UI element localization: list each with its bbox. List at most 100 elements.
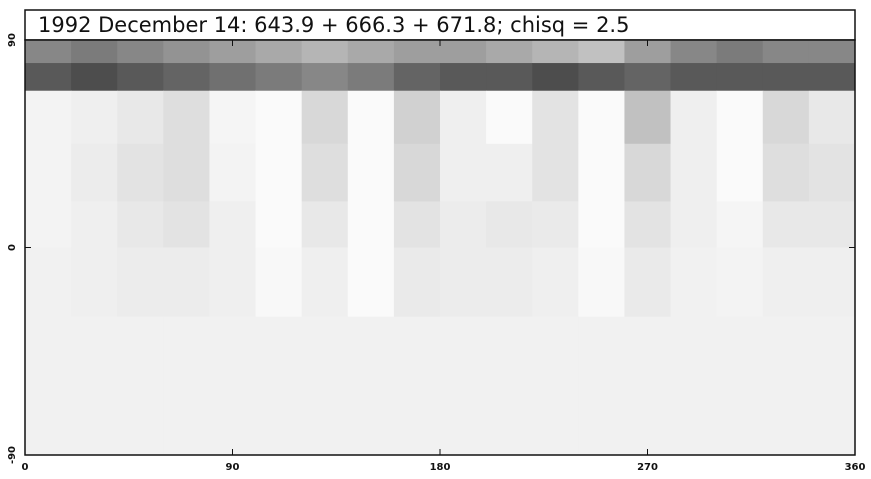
heatmap: [25, 40, 856, 456]
x-tick-label: 360: [845, 462, 866, 473]
heatmap-cell: [808, 316, 856, 456]
heatmap-cell: [301, 90, 349, 145]
heatmap-cell: [255, 40, 303, 64]
heatmap-cell: [71, 201, 118, 248]
heatmap-cell: [25, 201, 72, 248]
heatmap-cell: [393, 316, 441, 456]
heatmap-cell: [440, 40, 487, 64]
heatmap-cell: [163, 143, 210, 202]
heatmap-cell: [393, 247, 441, 318]
heatmap-cell: [578, 63, 625, 92]
heatmap-cell: [117, 90, 164, 145]
heatmap-cell: [255, 247, 303, 318]
heatmap-cell: [578, 247, 625, 318]
heatmap-cell: [486, 63, 533, 92]
heatmap-cell: [808, 143, 856, 202]
heatmap-cell: [163, 201, 210, 248]
heatmap-cell: [440, 143, 487, 202]
heatmap-cell: [578, 90, 625, 145]
heatmap-cell: [347, 90, 395, 145]
heatmap-cell: [762, 63, 810, 92]
heatmap-cell: [301, 63, 349, 92]
heatmap-cell: [255, 63, 303, 92]
heatmap-cell: [624, 201, 672, 248]
heatmap-cell: [301, 247, 349, 318]
heatmap-cell: [716, 63, 764, 92]
y-tick-label: 90: [7, 33, 18, 47]
heatmap-cell: [762, 316, 810, 456]
heatmap-cell: [301, 201, 349, 248]
heatmap-cell: [670, 90, 718, 145]
heatmap-cell: [440, 90, 487, 145]
heatmap-cell: [486, 143, 533, 202]
heatmap-cell: [163, 90, 210, 145]
heatmap-cell: [255, 201, 303, 248]
heatmap-cell: [716, 247, 764, 318]
x-tick-label: 90: [226, 462, 240, 473]
heatmap-cell: [209, 316, 257, 456]
heatmap-cell: [71, 40, 118, 64]
heatmap-cell: [624, 40, 672, 64]
x-tick-label: 270: [637, 462, 658, 473]
heatmap-cell: [762, 201, 810, 248]
heatmap-cell: [532, 40, 579, 64]
heatmap-cell: [624, 247, 672, 318]
heatmap-cell: [347, 143, 395, 202]
heatmap-cell: [624, 90, 672, 145]
y-tick-label: 0: [7, 244, 18, 251]
heatmap-cell: [71, 63, 118, 92]
heatmap-cell: [117, 201, 164, 248]
y-tick-label: -90: [7, 446, 18, 464]
heatmap-cell: [578, 143, 625, 202]
heatmap-cell: [393, 143, 441, 202]
heatmap-cell: [209, 90, 257, 145]
heatmap-cell: [117, 247, 164, 318]
heatmap-cell: [578, 201, 625, 248]
heatmap-cell: [347, 63, 395, 92]
heatmap-cell: [532, 63, 579, 92]
heatmap-cell: [25, 316, 72, 456]
chart-title: 1992 December 14: 643.9 + 666.3 + 671.8;…: [38, 13, 629, 37]
heatmap-cell: [255, 316, 303, 456]
heatmap-cell: [25, 90, 72, 145]
heatmap-cell: [209, 201, 257, 248]
heatmap-cell: [808, 247, 856, 318]
heatmap-cell: [255, 90, 303, 145]
heatmap-cell: [163, 40, 210, 64]
heatmap-cell: [209, 247, 257, 318]
heatmap-cell: [486, 247, 533, 318]
heatmap-cell: [670, 40, 718, 64]
heatmap-cell: [762, 247, 810, 318]
heatmap-cell: [393, 90, 441, 145]
heatmap-cell: [486, 316, 533, 456]
x-tick-label: 0: [22, 462, 29, 473]
heatmap-cell: [25, 143, 72, 202]
heatmap-cell: [440, 316, 487, 456]
heatmap-cell: [440, 63, 487, 92]
heatmap-cell: [117, 40, 164, 64]
heatmap-cell: [25, 40, 72, 64]
heatmap-cell: [301, 143, 349, 202]
heatmap-cell: [117, 316, 164, 456]
heatmap-cell: [347, 40, 395, 64]
heatmap-cell: [163, 316, 210, 456]
heatmap-cell: [209, 143, 257, 202]
heatmap-cell: [255, 143, 303, 202]
heatmap-cell: [486, 90, 533, 145]
heatmap-cell: [670, 201, 718, 248]
heatmap-cell: [301, 316, 349, 456]
heatmap-cell: [762, 90, 810, 145]
heatmap-cell: [532, 143, 579, 202]
heatmap-cell: [808, 90, 856, 145]
heatmap-cell: [347, 247, 395, 318]
heatmap-cell: [808, 63, 856, 92]
heatmap-cell: [117, 63, 164, 92]
heatmap-cell: [532, 316, 579, 456]
heatmap-cell: [25, 247, 72, 318]
heatmap-cell: [532, 247, 579, 318]
heatmap-cell: [670, 247, 718, 318]
heatmap-cell: [440, 201, 487, 248]
heatmap-cell: [301, 40, 349, 64]
heatmap-cell: [347, 316, 395, 456]
